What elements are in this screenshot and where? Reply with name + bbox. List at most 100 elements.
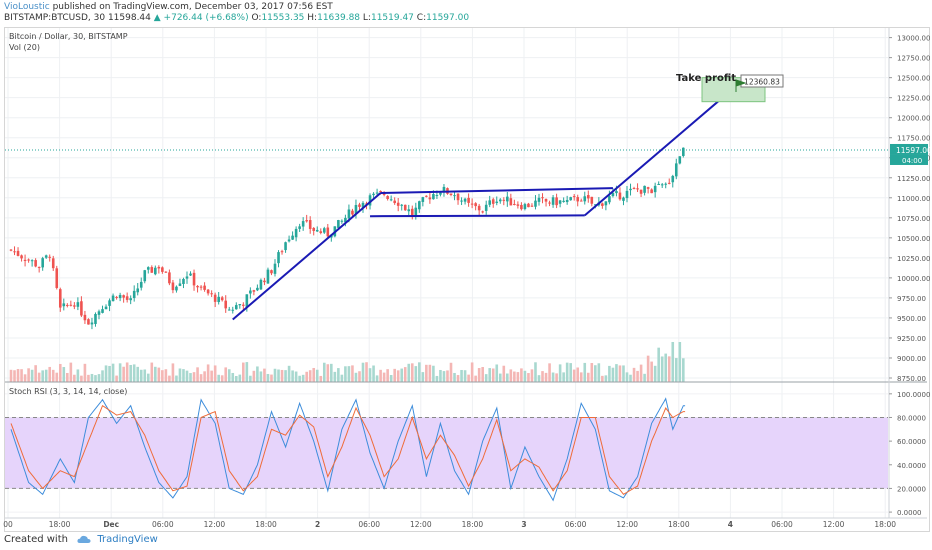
- volume-bar: [432, 365, 435, 382]
- candle-body: [449, 193, 453, 195]
- volume-bar: [389, 375, 393, 382]
- volume-bar: [199, 374, 203, 382]
- price-tick-label: 11750.00: [897, 135, 930, 143]
- time-tick-label: 00: [3, 520, 13, 529]
- trendline[interactable]: [584, 91, 730, 217]
- price-tick-label: 9750.00: [897, 295, 926, 303]
- stoch-axis[interactable]: 0.0000 20.0000 40.0000 60.0000 80.0000 100.00…: [889, 391, 930, 517]
- volume-bar: [657, 347, 660, 382]
- time-tick-label: 06:00: [358, 520, 380, 529]
- volume-bar: [442, 371, 446, 382]
- candle-body: [217, 296, 220, 303]
- time-tick-label: 18:00: [255, 520, 277, 529]
- candle-body: [562, 200, 565, 202]
- volume-bar: [344, 366, 347, 382]
- candle-body: [576, 197, 580, 202]
- candle-body: [27, 259, 30, 261]
- volume-bar: [368, 368, 372, 382]
- candle-body: [344, 217, 347, 223]
- candle-body: [76, 302, 80, 307]
- target-zone[interactable]: [701, 77, 766, 103]
- candle-body: [579, 200, 583, 202]
- trendlines[interactable]: [232, 91, 730, 321]
- candle-body: [530, 205, 534, 207]
- volume-bar: [351, 365, 354, 382]
- candle-body: [435, 195, 439, 197]
- price-axis[interactable]: 8750.00 9000.00 9250.00 9500.00 9750.00 10000…: [889, 35, 930, 383]
- volume-bar: [280, 369, 284, 382]
- candle-body: [319, 231, 323, 233]
- volume-bar: [171, 363, 175, 382]
- trendline[interactable]: [370, 214, 585, 218]
- cloud-icon: [77, 535, 91, 543]
- candle-body: [586, 195, 590, 199]
- candle-body: [273, 263, 277, 274]
- trendline[interactable]: [232, 192, 382, 321]
- candle-body: [583, 196, 587, 202]
- author-link[interactable]: VioLoustic: [4, 2, 50, 12]
- candle-body: [203, 285, 206, 290]
- volume-bar: [132, 364, 136, 382]
- candle-body: [481, 211, 484, 213]
- flag-icon: [735, 79, 747, 92]
- countdown-label: 04:00: [902, 157, 922, 165]
- candle-body: [639, 189, 643, 194]
- candle-body: [372, 193, 375, 196]
- candle-body: [601, 203, 604, 206]
- open-label: O:: [251, 13, 262, 23]
- volume-bar: [643, 373, 646, 382]
- volume-bar: [34, 365, 37, 382]
- candle-body: [83, 314, 87, 321]
- candle-body: [129, 298, 132, 301]
- candle-body: [182, 279, 185, 284]
- price-tick-label: 10500.00: [897, 235, 930, 243]
- time-axis[interactable]: 00 18:00 Dec 06:00 12:00 18:00 2 06:00 12:00 18:0…: [3, 517, 927, 529]
- trendline[interactable]: [380, 187, 613, 194]
- volume-bar: [90, 373, 94, 382]
- candle-body: [354, 205, 358, 214]
- candle-body: [277, 252, 280, 264]
- volume-bar: [94, 375, 97, 382]
- volume-bar: [358, 371, 361, 382]
- volume-bar: [16, 369, 20, 382]
- ohlc-line: BITSTAMP:BTCUSD, 30 11598.44 ▲ +726.44 (…: [4, 13, 469, 23]
- candle-body: [498, 199, 502, 202]
- tradingview-brand[interactable]: TradingView: [97, 534, 158, 545]
- stoch-band: [5, 417, 888, 489]
- volume-bar: [467, 374, 470, 382]
- volume-bar: [414, 366, 418, 382]
- candle-body: [425, 195, 428, 197]
- volume-bar: [509, 369, 513, 382]
- candle-body: [460, 200, 463, 202]
- candle-body: [618, 192, 622, 200]
- target-price-box: [740, 74, 784, 88]
- candle-body: [513, 203, 516, 205]
- volume-bar: [220, 375, 224, 382]
- price-tick-label: 11250.00: [897, 175, 930, 183]
- volume-bar: [474, 375, 477, 382]
- volume-bar: [534, 362, 537, 382]
- volume-bar: [682, 358, 685, 382]
- high-value: 11639.88: [317, 13, 361, 23]
- candle-body: [48, 256, 52, 258]
- volume-bar: [502, 365, 506, 382]
- volume-bar: [298, 375, 301, 382]
- time-tick-label: 2: [315, 520, 320, 529]
- volume-bar: [213, 365, 217, 382]
- volume-bar: [386, 369, 389, 382]
- volume-bar: [410, 363, 414, 382]
- candle-body: [252, 290, 256, 292]
- chart-frame[interactable]: [4, 27, 930, 532]
- volume-bar: [55, 372, 59, 382]
- candle-body: [629, 188, 632, 191]
- candle-body: [171, 282, 175, 291]
- volume-bar: [523, 370, 527, 382]
- volume-bar: [41, 370, 44, 382]
- stoch-label: Stoch RSI (3, 3, 14, 14, close): [9, 387, 127, 396]
- candle-body: [231, 309, 235, 311]
- candle-body: [569, 197, 572, 201]
- volume-bar: [291, 370, 294, 382]
- candle-body: [13, 251, 16, 253]
- volume-bar: [115, 375, 118, 382]
